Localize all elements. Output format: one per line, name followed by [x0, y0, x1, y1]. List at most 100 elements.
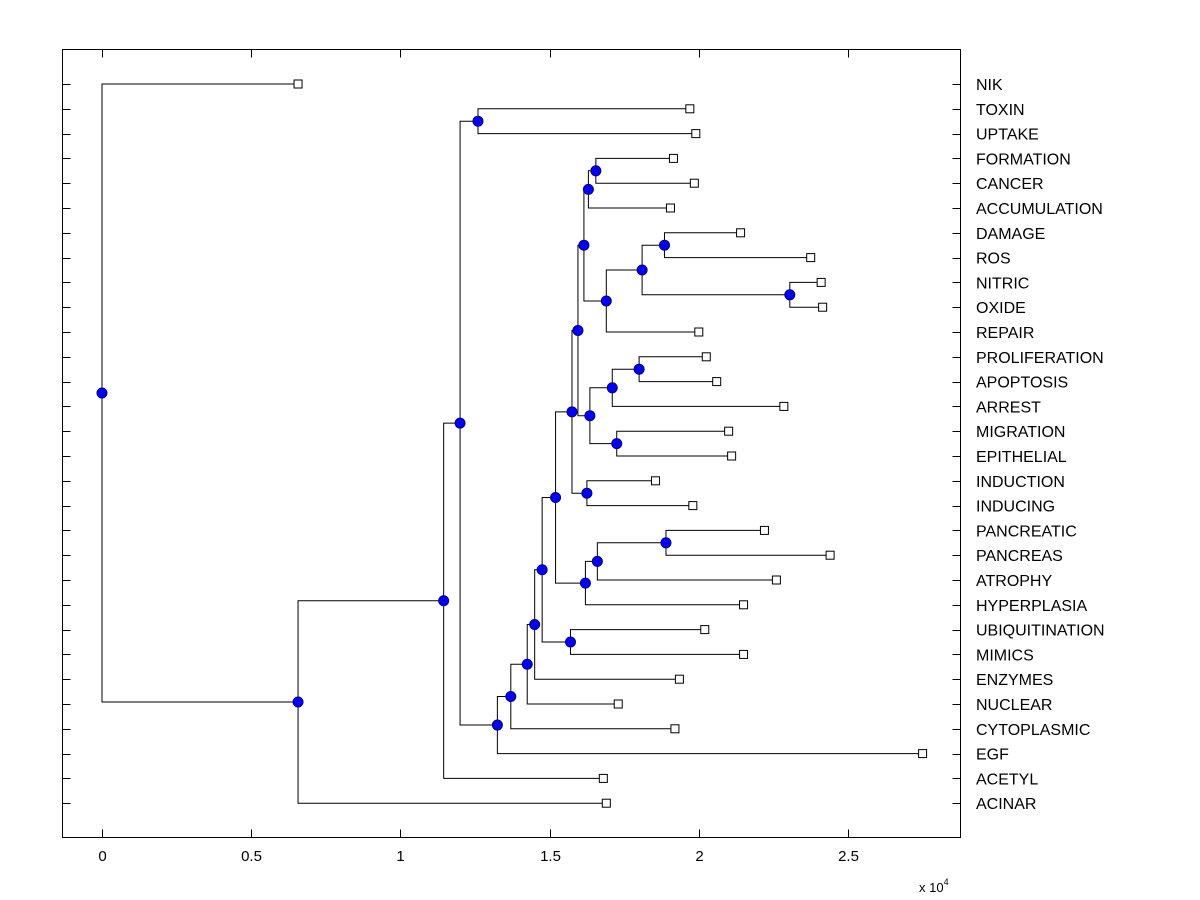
leaf-label: INDUCING [976, 499, 1055, 516]
leaf-label: TOXIN [976, 102, 1025, 119]
dendrogram-link [526, 664, 619, 705]
dendrogram-link [297, 600, 444, 702]
internal-node-marker [564, 636, 576, 648]
internal-node-marker [438, 595, 450, 607]
leaf-node-marker [689, 178, 699, 188]
leaf-label: NUCLEAR [976, 697, 1052, 714]
internal-node-marker [550, 491, 562, 503]
dendrogram-links [101, 83, 923, 804]
x-tick-label: 2 [695, 848, 703, 865]
leaf-node-marker [712, 377, 722, 387]
internal-node-marker [572, 324, 584, 336]
leaf-labels: NIK TOXIN UPTAKE FORMATION CANCER ACCUMULATIO… [976, 77, 1105, 813]
leaf-node-marker [670, 724, 680, 734]
leaf-label: PANCREATIC [976, 523, 1077, 540]
internal-node-marker [611, 438, 623, 450]
leaf-label: ACCUMULATION [976, 201, 1103, 218]
internal-node-marker [582, 183, 594, 195]
leaf-label: ENZYMES [976, 672, 1053, 689]
dendrogram-link [587, 189, 671, 209]
leaf-node-marker [806, 253, 816, 263]
x-tick-label: 0 [98, 848, 106, 865]
leaf-node-marker [668, 153, 678, 163]
leaf-label: UPTAKE [976, 127, 1039, 144]
leaf-label: FORMATION [976, 151, 1071, 168]
internal-node-marker [578, 239, 590, 251]
x-multiplier-exponent: 4 [944, 877, 949, 887]
leaf-node-marker [759, 525, 769, 535]
leaf-label: REPAIR [976, 325, 1034, 342]
leaf-label: EPITHELIAL [976, 449, 1067, 466]
internal-node-marker [591, 555, 603, 567]
y-axis-ticks [62, 84, 961, 804]
leaf-label: ARREST [976, 399, 1041, 416]
dendrogram-link [443, 600, 604, 779]
internal-node-marker [660, 537, 672, 549]
leaf-label: EGF [976, 747, 1009, 764]
leaf-node-marker [688, 501, 698, 511]
leaf-node-marker [701, 352, 711, 362]
dendrogram-link [541, 569, 571, 643]
leaf-node-marker [293, 79, 303, 89]
leaf-node-marker [771, 575, 781, 585]
leaf-label: INDUCTION [976, 474, 1065, 491]
leaf-label: ATROPHY [976, 573, 1052, 590]
dendrogram-link [459, 423, 498, 726]
leaf-label: DAMAGE [976, 226, 1045, 243]
internal-node-marker [600, 295, 612, 307]
leaf-node-marker [613, 699, 623, 709]
leaf-label: UBIQUITINATION [976, 623, 1105, 640]
x-multiplier-label: x 104 [919, 877, 949, 895]
leaf-node-marker [598, 773, 608, 783]
internal-node-marker [633, 363, 645, 375]
leaf-node-marker [665, 203, 675, 213]
leaf-node-marker [727, 451, 737, 461]
leaf-node-marker [739, 649, 749, 659]
leaf-node-marker [724, 426, 734, 436]
dendrogram-link [641, 244, 665, 270]
x-axis-ticks: 0 0.5 1 1.5 2 2.5 [98, 49, 859, 865]
dendrogram-nodes [96, 79, 928, 808]
leaf-node-marker [825, 550, 835, 560]
plot-area [62, 49, 961, 838]
internal-node-marker [521, 658, 533, 670]
dendrogram-link [605, 301, 699, 333]
leaf-label: ACINAR [976, 796, 1036, 813]
internal-node-marker [566, 406, 578, 418]
internal-node-marker [529, 618, 541, 630]
leaf-label: HYPERPLASIA [976, 598, 1087, 615]
x-tick-label: 1.5 [540, 848, 561, 865]
dendrogram-link [596, 561, 777, 581]
internal-node-marker [636, 264, 648, 276]
leaf-label: CANCER [976, 176, 1044, 193]
dendrogram-link [555, 497, 586, 584]
leaf-node-marker [694, 327, 704, 337]
leaf-label: PROLIFERATION [976, 350, 1104, 367]
internal-node-marker [606, 382, 618, 394]
leaf-label: MIMICS [976, 647, 1034, 664]
dendrogram-link [510, 696, 675, 730]
dendrogram-link [611, 387, 784, 407]
internal-node-marker [292, 696, 304, 708]
leaf-node-marker [736, 228, 746, 238]
internal-node-marker [505, 691, 517, 703]
leaf-node-marker [818, 302, 828, 312]
x-multiplier-base: x 10 [919, 880, 944, 895]
leaf-label: ROS [976, 251, 1011, 268]
internal-node-marker [658, 239, 670, 251]
leaf-label: PANCREAS [976, 548, 1063, 565]
dendrogram-link [496, 725, 923, 755]
leaf-node-marker [691, 129, 701, 139]
dendrogram-link [605, 269, 643, 301]
leaf-node-marker [779, 401, 789, 411]
leaf-label: OXIDE [976, 300, 1026, 317]
leaf-label: ACETYL [976, 771, 1038, 788]
leaf-label: NIK [976, 77, 1003, 94]
x-tick-label: 0.5 [241, 848, 262, 865]
internal-node-marker [581, 487, 593, 499]
dendrogram-link [583, 245, 607, 302]
leaf-node-marker [700, 625, 710, 635]
leaf-node-marker [685, 104, 695, 114]
internal-node-marker [579, 577, 591, 589]
internal-node-marker [472, 115, 484, 127]
